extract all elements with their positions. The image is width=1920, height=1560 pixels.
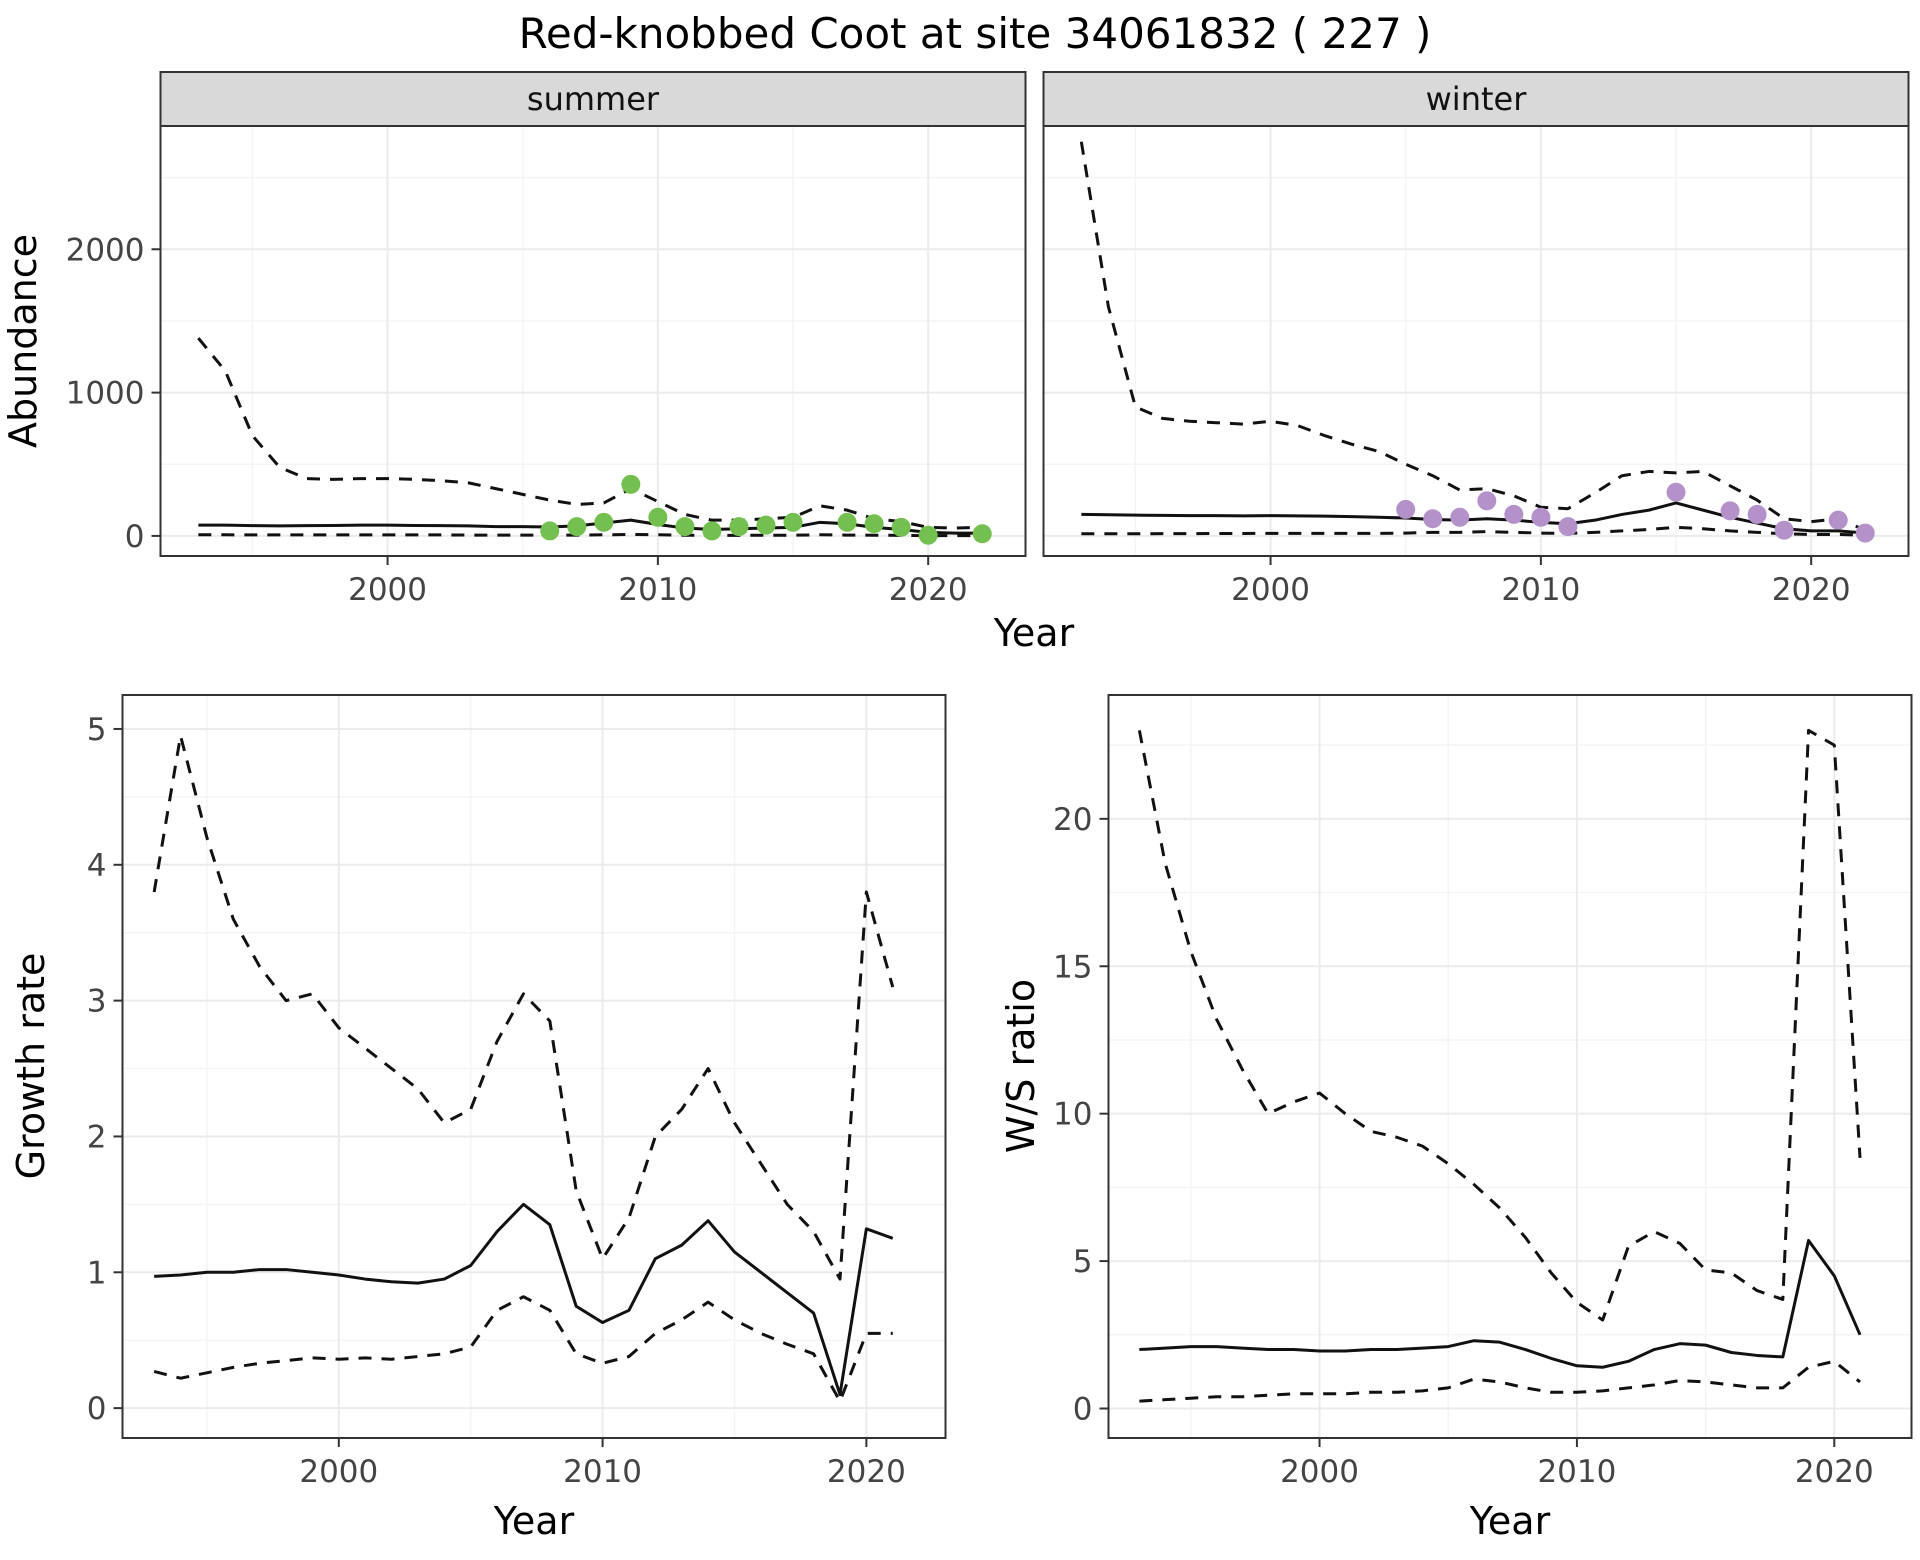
growth-upper-ci-line (152, 734, 895, 1281)
growth-x-tick-label: 2000 (299, 1454, 378, 1490)
summer-panel-border (159, 125, 1027, 557)
winter-observed-counts (1396, 482, 1875, 543)
ws-ratio-axis-label: W/S ratio (999, 979, 1043, 1153)
growth-gridlines (122, 695, 946, 1438)
observed-point (837, 512, 857, 532)
ws-y-tick-label: 0 (1073, 1392, 1093, 1428)
facet-strip-winter (1042, 71, 1910, 127)
summer-observed-counts (540, 474, 992, 545)
ws-lower-ci-line (1139, 1359, 1861, 1403)
ws-y-tick-label: 20 (1053, 802, 1092, 838)
facet-strip-winter-label: winter (1426, 80, 1528, 118)
ws-y-tick-label: 15 (1053, 949, 1092, 985)
growth-rate-axis-label: Growth rate (9, 953, 53, 1180)
ws-x-tick-label: 2010 (1537, 1454, 1616, 1490)
winter-axis-ticks: 2000 2010 2020 (1231, 556, 1851, 608)
winter-x-tick-label: 2020 (1772, 572, 1851, 608)
winter-panel: 2000 2010 2020 (1042, 125, 1910, 608)
growth-median-line (154, 1202, 894, 1397)
facet-strip-summer-label: summer (527, 80, 660, 118)
summer-panel: 2000 2010 2020 0 1000 2000 (66, 125, 1027, 608)
ws-panel: 2000 2010 2020 0 5 10 15 20 (1053, 694, 1913, 1490)
ws-year-axis-label: Year (1469, 1499, 1551, 1543)
observed-point (972, 524, 992, 544)
growth-y-tick-label: 1 (87, 1255, 107, 1291)
winter-panel-border (1042, 125, 1910, 557)
winter-x-tick-label: 2010 (1501, 572, 1580, 608)
winter-panel-background (1043, 126, 1909, 556)
summer-x-tick-label: 2020 (889, 572, 968, 608)
observed-point (891, 517, 911, 537)
summer-lower-ci-line (198, 533, 983, 538)
growth-x-tick-label: 2010 (563, 1454, 642, 1490)
growth-y-tick-label: 4 (87, 848, 107, 884)
observed-point (1747, 504, 1767, 524)
summer-y-tick-label: 0 (125, 519, 145, 555)
observed-point (918, 525, 938, 545)
observed-point (1666, 482, 1686, 502)
observed-point (756, 515, 776, 535)
ws-panel-border (1107, 694, 1913, 1439)
observed-point (594, 512, 614, 532)
growth-y-tick-label: 5 (87, 712, 107, 748)
growth-year-axis-label: Year (493, 1499, 575, 1543)
observed-point (783, 512, 803, 532)
observed-point (1477, 491, 1497, 511)
observed-point (567, 517, 587, 537)
winter-lower-ci-line (1081, 525, 1866, 537)
growth-panel-border (121, 694, 947, 1439)
facet-strip-summer (159, 71, 1027, 127)
summer-x-tick-label: 2010 (618, 572, 697, 608)
ws-gridlines (1108, 695, 1912, 1438)
growth-panel: 2000 2010 2020 0 1 2 3 4 5 (87, 694, 947, 1490)
ws-x-tick-label: 2000 (1280, 1454, 1359, 1490)
abundance-axis-label: Abundance (1, 234, 45, 448)
chart-title: Red-knobbed Coot at site 34061832 ( 227 … (519, 9, 1432, 58)
observed-point (1450, 507, 1470, 527)
observed-point (1774, 520, 1794, 540)
observed-point (864, 514, 884, 534)
summer-y-tick-label: 2000 (66, 232, 145, 268)
observed-point (702, 521, 722, 541)
observed-point (1396, 499, 1416, 519)
growth-lower-ci-line (153, 1295, 893, 1403)
observed-point (729, 517, 749, 537)
summer-panel-background (160, 126, 1026, 556)
ws-y-tick-label: 10 (1053, 1097, 1092, 1133)
ws-axis-ticks: 2000 2010 2020 0 5 10 15 20 (1053, 802, 1874, 1490)
winter-gridlines (1043, 126, 1909, 556)
observed-point (540, 521, 560, 541)
growth-y-tick-label: 0 (87, 1391, 107, 1427)
observed-point (1828, 510, 1848, 530)
observed-point (1504, 504, 1524, 524)
growth-y-tick-label: 2 (87, 1119, 107, 1155)
winter-upper-ci-line (1079, 141, 1866, 532)
summer-x-tick-label: 2000 (348, 572, 427, 608)
summer-gridlines (160, 126, 1026, 556)
ws-median-line (1139, 1238, 1862, 1369)
observed-point (621, 474, 641, 494)
growth-x-tick-label: 2020 (827, 1454, 906, 1490)
observed-point (1423, 509, 1443, 529)
summer-upper-ci-line (197, 337, 983, 530)
ws-y-tick-label: 5 (1073, 1244, 1093, 1280)
top-year-axis-label: Year (993, 611, 1075, 655)
observed-point (1558, 517, 1578, 537)
observed-point (1855, 523, 1875, 543)
summer-y-tick-label: 1000 (66, 376, 145, 412)
summer-axis-ticks: 2000 2010 2020 0 1000 2000 (66, 232, 968, 608)
observed-point (648, 507, 668, 527)
growth-panel-background (122, 695, 946, 1438)
growth-y-tick-label: 3 (87, 984, 107, 1020)
observed-point (1720, 501, 1740, 521)
ws-upper-ci-line (1137, 728, 1862, 1322)
observed-point (1531, 507, 1551, 527)
ws-x-tick-label: 2020 (1795, 1454, 1874, 1490)
growth-axis-ticks: 2000 2010 2020 0 1 2 3 4 5 (87, 712, 906, 1490)
observed-point (675, 517, 695, 537)
winter-x-tick-label: 2000 (1231, 572, 1310, 608)
